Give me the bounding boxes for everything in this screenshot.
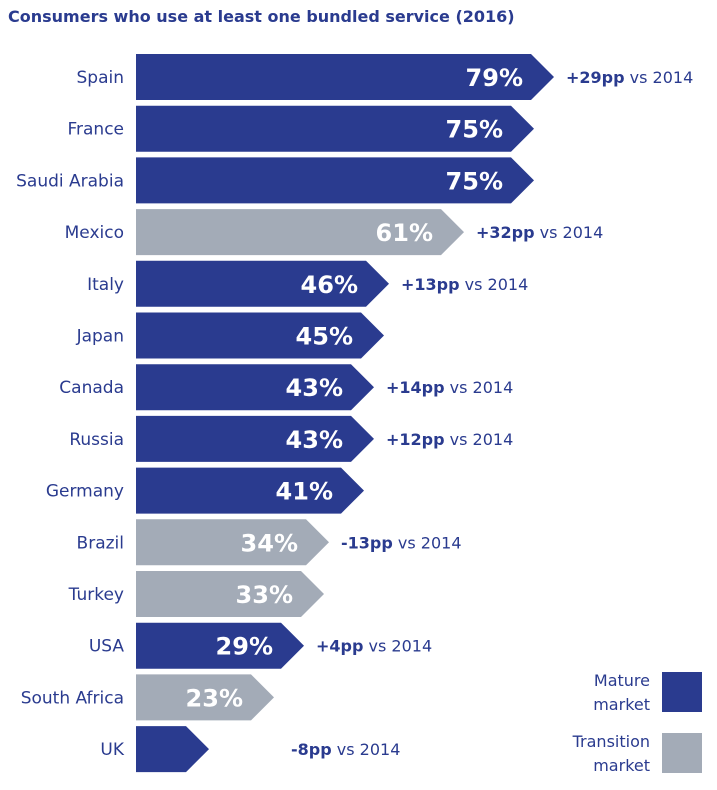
- change-label: +12pp vs 2014: [386, 430, 513, 449]
- category-label: Germany: [46, 482, 124, 502]
- value-label: 43%: [286, 374, 343, 402]
- category-label: Canada: [59, 378, 124, 398]
- value-label: 61%: [376, 219, 433, 247]
- change-label: +14pp vs 2014: [386, 378, 513, 397]
- legend-label: Transition: [572, 732, 650, 751]
- category-label: Turkey: [68, 585, 124, 605]
- value-label: 33%: [236, 581, 293, 609]
- value-label: 79%: [466, 64, 523, 92]
- legend-swatch: [662, 733, 702, 773]
- bar-row: Germany 41%: [46, 467, 364, 514]
- category-label: Spain: [77, 68, 125, 88]
- bar-row: USA 29% +4pp vs 2014: [89, 622, 432, 669]
- value-label: 23%: [186, 684, 243, 712]
- value-label: 29%: [216, 633, 273, 661]
- value-label: 46%: [301, 271, 358, 299]
- category-label: Russia: [69, 430, 124, 450]
- category-label: South Africa: [21, 688, 124, 708]
- bar: [136, 54, 554, 100]
- bar: [136, 571, 324, 617]
- legend-swatch: [662, 672, 702, 712]
- change-label: +29pp vs 2014: [566, 68, 693, 87]
- legend-item-transition: Transition market: [572, 732, 702, 775]
- change-label: +32pp vs 2014: [476, 223, 603, 242]
- legend-label: market: [593, 695, 650, 714]
- value-label: 45%: [296, 323, 353, 351]
- legend-item-mature: Mature market: [593, 671, 702, 714]
- value-label: 43%: [286, 426, 343, 454]
- bar-row: Turkey 33%: [68, 571, 324, 617]
- bar: [136, 726, 209, 773]
- bar-row: Mexico 61% +32pp vs 2014: [65, 209, 603, 256]
- bar: [136, 312, 384, 359]
- category-label: France: [67, 120, 124, 140]
- value-label: 41%: [276, 478, 333, 506]
- category-label: Italy: [87, 275, 124, 295]
- bar: [136, 364, 374, 411]
- bar: [136, 105, 534, 152]
- bar: [136, 622, 304, 669]
- bar-row: Brazil 34% -13pp vs 2014: [77, 519, 462, 566]
- bar-row: Canada 43% +14pp vs 2014: [59, 364, 513, 411]
- value-label: 34%: [241, 529, 298, 557]
- bar-row: France 75%: [67, 105, 534, 152]
- bar: [136, 157, 534, 204]
- change-label: -13pp vs 2014: [341, 533, 462, 552]
- bar: [136, 260, 389, 307]
- bar-row: Spain 79% +29pp vs 2014: [77, 54, 693, 100]
- value-label: 75%: [446, 167, 503, 195]
- chart-title: Consumers who use at least one bundled s…: [8, 7, 515, 26]
- value-label: 10%: [217, 736, 274, 764]
- bar-row: South Africa 23%: [21, 674, 274, 721]
- bar: [136, 467, 364, 514]
- bar: [136, 209, 464, 256]
- bar: [136, 519, 329, 566]
- bar-row: Italy 46% +13pp vs 2014: [87, 260, 528, 307]
- category-label: Saudi Arabia: [16, 171, 124, 191]
- legend-label: market: [593, 756, 650, 775]
- legend: Mature market Transition market: [572, 671, 702, 775]
- value-label: 75%: [446, 116, 503, 144]
- bar: [136, 674, 274, 721]
- change-label: -8pp vs 2014: [291, 740, 400, 759]
- category-label: UK: [100, 740, 124, 760]
- bar-row: Japan 45%: [76, 312, 384, 359]
- legend-label: Mature: [594, 671, 650, 690]
- change-label: +13pp vs 2014: [401, 275, 528, 294]
- category-label: Japan: [76, 327, 124, 347]
- change-label: +4pp vs 2014: [316, 637, 432, 656]
- bar-row: UK 10% -8pp vs 2014: [100, 726, 400, 773]
- category-label: USA: [89, 637, 125, 657]
- category-label: Mexico: [65, 223, 124, 243]
- bar: [136, 415, 374, 462]
- category-label: Brazil: [77, 533, 124, 553]
- bar-row: Saudi Arabia 75%: [16, 157, 534, 204]
- bar-row: Russia 43% +12pp vs 2014: [69, 415, 513, 462]
